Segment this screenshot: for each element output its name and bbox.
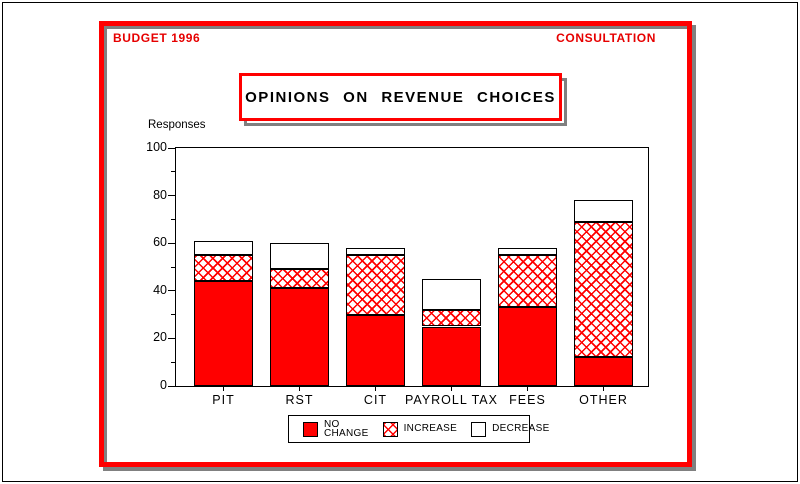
legend-label: NO CHANGE — [324, 418, 369, 439]
legend-item-increase: INCREASE — [382, 421, 458, 437]
title-box: OPINIONS ON REVENUE CHOICES — [239, 73, 562, 121]
bar-segment-crosshatch — [498, 255, 557, 308]
y-axis-title: Responses — [148, 119, 206, 131]
slide-frame-shadow — [103, 25, 696, 471]
slide-frame — [99, 21, 692, 467]
x-axis-category-label: OTHER — [579, 393, 628, 407]
x-axis-category-label: RST — [285, 393, 314, 407]
bar-segment-solid — [422, 326, 481, 386]
y-axis-major-tick — [168, 195, 176, 197]
header-left: BUDGET 1996 — [113, 31, 201, 45]
y-axis-tick-label: 40 — [153, 282, 167, 297]
y-axis-major-tick — [168, 337, 176, 339]
y-axis-tick-label: 60 — [153, 235, 167, 250]
bar-segment-crosshatch — [346, 255, 405, 315]
plot-area: 0 20 40 60 80 100 PIT RST CIT PAYROLL TAX FEES OTHE… — [146, 140, 649, 407]
legend-text-line: CHANGE — [324, 428, 369, 439]
x-axis-tick — [527, 383, 528, 391]
bar-segment-solid — [498, 307, 557, 386]
bar-segment-open — [346, 247, 405, 256]
y-axis-tick-label: 100 — [146, 140, 167, 154]
legend-item-no-change: NO CHANGE — [303, 418, 369, 439]
y-axis-minor-tick — [171, 218, 176, 220]
bar-segment-solid — [574, 357, 633, 386]
legend-text-line: INCREASE — [403, 423, 458, 435]
y-axis-minor-tick — [171, 314, 176, 316]
legend-swatch-solid — [303, 421, 318, 437]
bar-segment-open — [270, 243, 329, 270]
legend-swatch-open — [471, 421, 487, 437]
bar-segment-open — [422, 278, 481, 310]
bar-segment-solid — [194, 281, 253, 386]
page-title: OPINIONS ON REVENUE CHOICES — [245, 88, 556, 106]
chart-legend: NO CHANGE INCREASE DECREASE — [288, 415, 549, 443]
x-axis-tick — [375, 383, 376, 391]
y-axis-major-tick — [168, 147, 176, 149]
header-right: CONSULTATION — [556, 31, 656, 45]
bar-segment-crosshatch — [574, 221, 633, 358]
y-axis-tick-label: 0 — [160, 378, 167, 392]
x-axis-category-label: PAYROLL TAX — [405, 393, 498, 407]
x-axis-tick — [223, 383, 224, 391]
x-axis-tick — [451, 383, 452, 391]
bar-segment-open — [498, 247, 557, 256]
bar-segment-crosshatch — [194, 255, 253, 282]
bar-segment-solid — [270, 288, 329, 386]
bar-segment-crosshatch — [270, 269, 329, 289]
legend-item-decrease: DECREASE — [471, 421, 550, 437]
bar-segment-crosshatch — [422, 309, 481, 327]
y-axis-major-tick — [168, 242, 176, 244]
x-axis-tick — [299, 383, 300, 391]
y-axis-minor-tick — [171, 171, 176, 173]
x-axis-category-label: PIT — [212, 393, 235, 407]
bar-segment-open — [574, 200, 633, 222]
y-axis-major-tick — [168, 385, 176, 387]
legend-text-line: NO — [324, 418, 340, 430]
x-axis-category-label: FEES — [509, 393, 546, 407]
y-axis-tick-label: 80 — [153, 187, 167, 202]
bar-segment-open — [194, 240, 253, 256]
y-axis-minor-tick — [171, 266, 176, 268]
x-axis-tick — [603, 383, 604, 391]
y-axis-tick-label: 20 — [153, 330, 167, 345]
y-axis-minor-tick — [171, 361, 176, 363]
bar-segment-solid — [346, 314, 405, 386]
legend-swatch-crosshatch — [382, 421, 398, 437]
y-axis-major-tick — [168, 290, 176, 292]
legend-text-line: DECREASE — [492, 423, 550, 435]
x-axis-category-label: CIT — [363, 393, 388, 407]
